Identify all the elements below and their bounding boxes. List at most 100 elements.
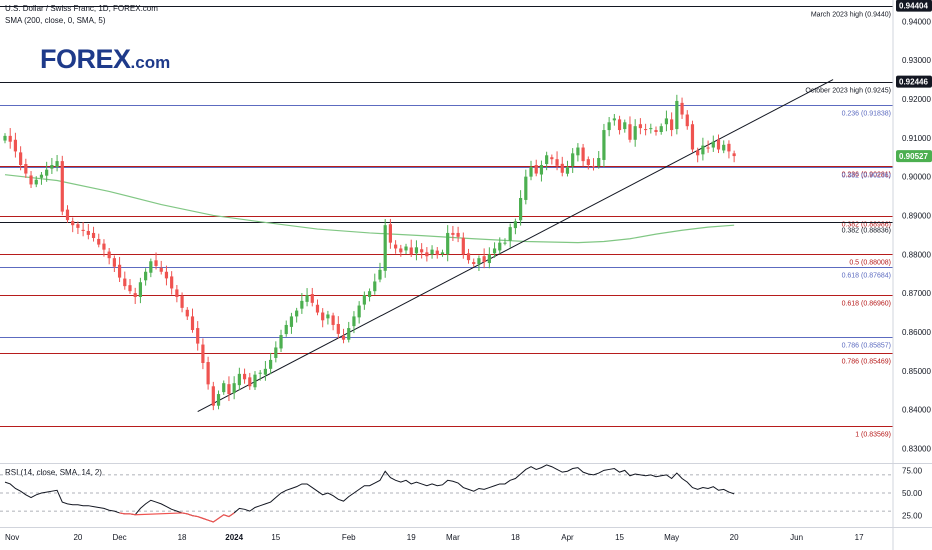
time-tick-label: Apr [561, 533, 574, 542]
candle-body [451, 232, 455, 235]
candle-body [628, 124, 632, 140]
trendline-path [197, 79, 834, 412]
candle-body [565, 166, 570, 174]
level-label-fib_b_618: 0.618 (0.87684) [842, 273, 891, 280]
candle-body [144, 271, 148, 281]
level-label-oct23: October 2023 high (0.9245) [805, 88, 891, 95]
candle-body [727, 143, 731, 152]
candle-body [201, 344, 205, 363]
candle-body [128, 285, 132, 292]
candle-body [315, 304, 320, 313]
price-tick-label: 0.87000 [902, 289, 931, 298]
time-tick-label: 20 [73, 533, 82, 542]
candle-body [274, 347, 278, 358]
level-label-fib_b_382: 0.382 (0.90236) [842, 173, 891, 180]
candle-body [633, 126, 637, 140]
candle-body [24, 164, 28, 174]
candle-body [352, 316, 356, 327]
candle-body [269, 359, 273, 369]
candle-body [71, 221, 75, 226]
candle-body [680, 102, 684, 115]
candle-body [295, 310, 299, 317]
price-tick-label: 0.84000 [902, 406, 931, 415]
rsi-tick-label: 25.00 [902, 512, 923, 521]
level-label-fib_r_786: 0.786 (0.85469) [842, 359, 891, 366]
price-tick-label: 0.85000 [902, 367, 931, 376]
candle-body [534, 165, 538, 174]
candle-body [482, 256, 486, 263]
candle-body [13, 139, 18, 152]
level-label-blk_382: 0.382 (0.88836) [842, 228, 891, 235]
candle-body [263, 368, 268, 375]
candle-body [404, 246, 408, 251]
candle-body [321, 312, 325, 321]
time-axis: Nov 20 Dec 18 2024 15 Feb 19 Mar 18 Apr 15 May 20 Jun 1… [5, 533, 864, 542]
candle-body [524, 176, 528, 200]
time-tick-label: 20 [730, 533, 739, 542]
candle-body [508, 227, 512, 241]
candle-body [602, 130, 606, 160]
trendline [197, 79, 834, 412]
time-tick-label: 15 [615, 533, 624, 542]
candle-body [300, 300, 304, 309]
candle-body [216, 394, 221, 406]
candle-body [649, 128, 653, 130]
chart-title: U.S. Dollar / Swiss Franc, 1D, FOREX.com [5, 4, 158, 13]
candle-body [425, 252, 429, 257]
candle-body [107, 251, 111, 259]
candle-body [341, 335, 346, 340]
candle-body [503, 242, 507, 244]
candle-body [378, 269, 382, 280]
level-label-fib_b_236: 0.236 (0.91838) [842, 111, 891, 118]
level-label-fib_r_382: 0.382 (0.88986) [842, 222, 891, 229]
level-label-fib_r_5: 0.5 (0.88008) [849, 260, 891, 267]
logo-suffix: .com [130, 53, 171, 72]
candle-body [670, 119, 674, 131]
price-tick-label: 0.92000 [902, 95, 931, 104]
time-tick-label: 2024 [225, 533, 243, 542]
candle-body [347, 328, 351, 340]
candle-body [159, 267, 163, 272]
price-tag-2: 0.90527 [899, 152, 928, 161]
candle-body [112, 258, 116, 267]
candle-body [149, 261, 153, 273]
candle-body [571, 153, 575, 166]
candle-body [19, 152, 23, 165]
candle-body [310, 294, 314, 303]
candle-body [654, 130, 658, 132]
forex-logo: FOREX.com [40, 44, 170, 75]
candle-body [123, 278, 127, 287]
price-tag-bg-1 [896, 75, 932, 88]
candle-body [65, 209, 70, 221]
candle-body [331, 315, 335, 325]
candle-body [258, 372, 262, 374]
candle-body [597, 158, 601, 166]
time-tick-label: Jun [790, 533, 803, 542]
candle-body [237, 373, 241, 386]
candle-body [138, 282, 143, 297]
candle-body [97, 238, 101, 245]
candle-body [701, 145, 705, 155]
price-tick-label: 0.90000 [902, 173, 931, 182]
rsi-line [4, 464, 735, 523]
level-label-fib_1: 1 (0.83569) [855, 432, 891, 439]
time-tick-label: Feb [342, 533, 356, 542]
price-tick-label: 0.83000 [902, 444, 931, 453]
time-tick-label: Mar [446, 533, 460, 542]
price-tick-label: 0.89000 [902, 211, 931, 220]
candle-body [409, 247, 413, 255]
candle-body [279, 335, 283, 349]
price-tag-bg-0 [896, 0, 932, 12]
candle-body [196, 328, 200, 344]
candle-body [76, 224, 80, 228]
level-label-fib_r_236: 0.236 (0.90281) [842, 172, 891, 179]
candle-body [60, 161, 64, 212]
price-tag-1: 0.92446 [899, 78, 928, 87]
candle-body [206, 362, 210, 385]
time-tick-label: May [664, 533, 679, 542]
candle-body [560, 163, 564, 173]
candle-body [638, 124, 642, 129]
price-tag-bg-2 [896, 150, 932, 163]
candle-body [383, 225, 387, 271]
